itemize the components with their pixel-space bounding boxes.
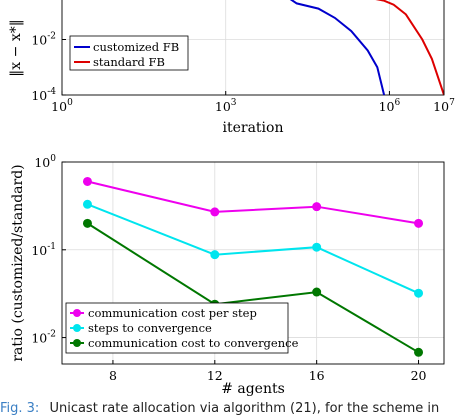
data-point-0-1 <box>210 207 220 217</box>
legend-label-0: customized FB <box>93 40 179 54</box>
legend-marker-0 <box>73 309 81 317</box>
y-tick-label-0: 100 <box>34 154 56 170</box>
x-tick-label-0: 8 <box>109 368 117 383</box>
legend-label-1: steps to convergence <box>88 321 212 335</box>
x-tick-label-1: 12 <box>207 368 223 383</box>
data-point-1-1 <box>210 250 220 260</box>
ratio-chart: 8 12 16 20 100 10-1 10-2 # agents ratio (customi… <box>10 154 445 397</box>
x-axis-label: iteration <box>223 120 284 136</box>
y-axis-label: ratio (customized/standard) <box>10 164 26 361</box>
x-axis-label: # agents <box>221 381 285 397</box>
caption-text: Unicast rate allocation via algorithm (2… <box>49 401 439 416</box>
y-tick-label-1: 10-2 <box>31 32 56 48</box>
legend-label-2: communication cost to convergence <box>88 336 299 350</box>
x-tick-label-2: 16 <box>309 368 325 383</box>
y-tick-label-2: 10-2 <box>31 330 56 346</box>
series-line-0 <box>289 0 386 95</box>
figure-caption: Fig. 3: Unicast rate allocation via algo… <box>0 401 439 416</box>
axes-box <box>61 0 445 96</box>
series-line-1 <box>87 203 419 295</box>
data-point-2-0 <box>82 218 92 228</box>
legend-marker-1 <box>73 324 81 332</box>
data-point-0-0 <box>82 176 92 186</box>
legend-label-1: standard FB <box>93 55 165 69</box>
legend-box <box>65 302 289 354</box>
y-tick-label-1: 10-1 <box>31 242 56 258</box>
y-axis-label: ‖x − x*‖ <box>8 19 24 76</box>
series-line-0 <box>87 180 419 225</box>
x-tick-label-3: 107 <box>433 98 455 114</box>
data-point-1-0 <box>82 199 92 209</box>
data-point-0-2 <box>312 202 322 212</box>
data-point-2-3 <box>414 347 424 357</box>
x-tick-label-0: 100 <box>51 98 73 114</box>
series-line-1 <box>375 0 444 95</box>
legend-box <box>69 35 189 71</box>
data-point-1-2 <box>312 242 322 252</box>
data-point-0-3 <box>414 218 424 228</box>
x-tick-label-1: 103 <box>215 98 237 114</box>
series-line-2 <box>86 222 420 354</box>
y-tick-label-2: 10-4 <box>31 87 56 103</box>
caption-prefix: Fig. 3: <box>0 401 39 416</box>
legend-marker-2 <box>73 339 81 347</box>
x-tick-label-3: 20 <box>411 368 427 383</box>
axes-box <box>61 161 445 365</box>
x-tick-label-2: 106 <box>379 98 401 114</box>
data-point-2-2 <box>312 287 322 297</box>
data-point-1-3 <box>414 288 424 298</box>
legend-label-0: communication cost per step <box>88 306 257 320</box>
